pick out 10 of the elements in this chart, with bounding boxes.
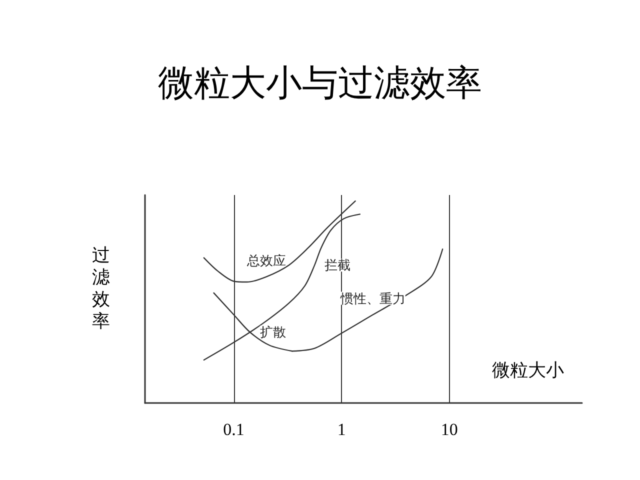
series-label: 拦截 [324,258,351,273]
x-tick-label: 1 [337,420,346,439]
series-label: 惯性、重力 [339,290,406,306]
chart-title: 微粒大小与过滤效率 [158,63,482,103]
x-axis-title: 微粒大小 [492,360,564,380]
x-tick-label: 10 [440,420,458,439]
x-tick-label: 0.1 [223,420,244,439]
series-label: 扩散 [260,324,286,340]
series-label: 总效应 [246,252,286,268]
y-axis-title: 过滤效率 [92,245,110,331]
